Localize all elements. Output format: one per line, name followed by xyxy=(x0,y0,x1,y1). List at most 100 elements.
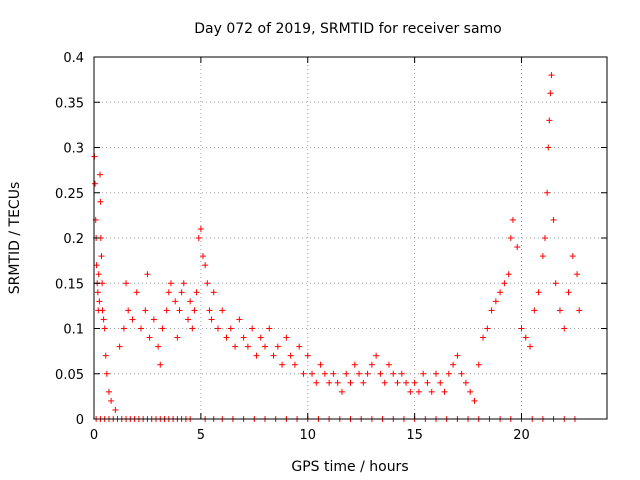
data-point xyxy=(296,343,303,350)
data-point xyxy=(390,370,397,377)
data-point xyxy=(279,361,286,368)
data-point xyxy=(475,361,482,368)
data-point xyxy=(385,361,392,368)
data-point xyxy=(527,343,534,350)
data-point xyxy=(197,225,204,232)
data-point xyxy=(249,325,256,332)
data-point xyxy=(116,343,123,350)
data-point xyxy=(185,316,192,323)
y-tick-label: 0.15 xyxy=(55,277,84,292)
data-point xyxy=(262,343,268,350)
data-point xyxy=(569,253,576,260)
data-point xyxy=(480,334,487,341)
data-point xyxy=(165,289,172,296)
data-point xyxy=(266,325,273,332)
data-point xyxy=(155,343,162,350)
data-point xyxy=(547,90,554,97)
data-point xyxy=(125,307,132,314)
data-point xyxy=(505,271,512,278)
data-point xyxy=(204,280,211,287)
data-point xyxy=(142,307,149,314)
data-point xyxy=(398,370,405,377)
data-point xyxy=(544,189,551,196)
data-point xyxy=(270,352,277,359)
data-point xyxy=(100,316,107,323)
y-axis-label: SRMTID / TECUs xyxy=(7,182,23,295)
data-point xyxy=(202,262,209,269)
data-point xyxy=(236,316,243,323)
data-point xyxy=(313,379,320,386)
data-point xyxy=(415,388,422,395)
data-point xyxy=(407,388,414,395)
data-point xyxy=(561,325,568,332)
data-point xyxy=(428,388,435,395)
data-point xyxy=(507,235,514,241)
data-point xyxy=(334,379,341,386)
x-axis-label: GPS time / hours xyxy=(291,459,408,475)
data-point xyxy=(539,253,546,260)
y-tick-label: 0.4 xyxy=(63,51,84,66)
data-point xyxy=(208,316,215,323)
data-point xyxy=(338,388,345,395)
data-point xyxy=(509,216,516,223)
data-point xyxy=(99,307,106,314)
grid xyxy=(94,57,607,419)
data-point xyxy=(138,325,145,332)
data-point xyxy=(167,280,174,287)
data-point xyxy=(309,370,316,377)
data-point xyxy=(223,334,230,341)
data-point xyxy=(144,271,151,278)
data-point xyxy=(576,307,583,314)
data-point xyxy=(232,343,239,350)
data-point xyxy=(403,379,410,386)
data-point xyxy=(176,307,183,314)
data-point xyxy=(180,280,187,287)
data-point xyxy=(178,289,185,296)
data-point xyxy=(146,334,153,341)
data-point xyxy=(93,262,100,269)
data-point xyxy=(518,325,525,332)
data-point xyxy=(497,289,504,296)
data-point xyxy=(373,352,380,359)
data-point xyxy=(200,253,207,260)
data-point xyxy=(96,298,103,305)
data-point xyxy=(133,289,140,296)
data-point xyxy=(450,361,457,368)
data-point xyxy=(283,334,290,341)
data-point xyxy=(150,316,157,323)
y-tick-label: 0 xyxy=(76,413,84,428)
data-point xyxy=(574,271,581,278)
data-point xyxy=(467,388,474,395)
data-point xyxy=(304,352,311,359)
data-point xyxy=(462,379,469,386)
data-point xyxy=(441,388,448,395)
y-tick-label: 0.25 xyxy=(55,187,84,202)
data-points xyxy=(91,72,583,422)
data-point xyxy=(227,325,234,332)
data-point xyxy=(321,370,328,377)
data-point xyxy=(287,352,294,359)
data-point xyxy=(123,280,130,287)
data-point xyxy=(112,406,119,413)
data-point xyxy=(484,325,491,332)
data-point xyxy=(364,370,371,377)
data-point xyxy=(172,298,179,305)
data-point xyxy=(219,307,226,314)
data-point xyxy=(351,361,358,368)
data-point xyxy=(189,325,196,332)
chart-title: Day 072 of 2019, SRMTID for receiver sam… xyxy=(194,21,502,37)
data-point xyxy=(300,370,307,377)
data-point xyxy=(356,370,363,377)
data-point xyxy=(360,379,367,386)
y-tick-label: 0.1 xyxy=(63,323,84,338)
y-tick-label: 0.3 xyxy=(63,142,84,157)
data-point xyxy=(191,307,198,314)
data-point xyxy=(97,198,104,205)
data-point xyxy=(99,280,106,287)
data-point xyxy=(488,307,495,314)
data-point xyxy=(96,171,103,178)
data-point xyxy=(253,352,260,359)
data-point xyxy=(347,379,354,386)
